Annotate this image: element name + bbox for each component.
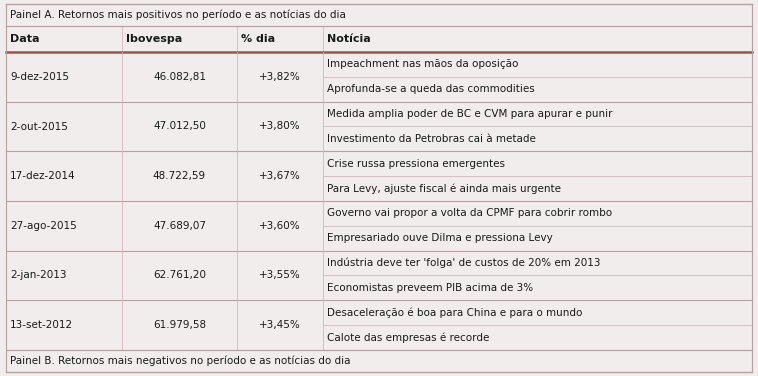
Text: 47.689,07: 47.689,07 [153, 221, 206, 231]
Bar [6, 102, 752, 151]
Text: Ibovespa: Ibovespa [126, 34, 182, 44]
Text: Crise russa pressiona emergentes: Crise russa pressiona emergentes [327, 159, 505, 169]
Text: 62.761,20: 62.761,20 [153, 270, 206, 280]
Text: 61.979,58: 61.979,58 [153, 320, 206, 330]
Text: 9-dez-2015: 9-dez-2015 [10, 72, 69, 82]
Text: Notícia: Notícia [327, 34, 371, 44]
Text: Impeachment nas mãos da oposição: Impeachment nas mãos da oposição [327, 59, 518, 70]
Text: Painel B. Retornos mais negativos no período e as notícias do dia: Painel B. Retornos mais negativos no per… [10, 356, 350, 366]
Text: Governo vai propor a volta da CPMF para cobrir rombo: Governo vai propor a volta da CPMF para … [327, 208, 612, 218]
Bar [6, 300, 752, 350]
Text: 48.722,59: 48.722,59 [153, 171, 206, 181]
Text: Calote das empresas é recorde: Calote das empresas é recorde [327, 332, 490, 343]
Text: 27-ago-2015: 27-ago-2015 [10, 221, 77, 231]
Text: 2-jan-2013: 2-jan-2013 [10, 270, 67, 280]
Text: 2-out-2015: 2-out-2015 [10, 121, 68, 132]
Text: Economistas preveem PIB acima de 3%: Economistas preveem PIB acima de 3% [327, 283, 533, 293]
Bar [6, 201, 752, 251]
Text: Data: Data [10, 34, 39, 44]
Text: Painel A. Retornos mais positivos no período e as notícias do dia: Painel A. Retornos mais positivos no per… [10, 10, 346, 20]
Bar [6, 4, 752, 26]
Text: Medida amplia poder de BC e CVM para apurar e punir: Medida amplia poder de BC e CVM para apu… [327, 109, 612, 119]
Text: +3,80%: +3,80% [259, 121, 301, 132]
Bar [6, 52, 752, 102]
Text: 13-set-2012: 13-set-2012 [10, 320, 73, 330]
Text: % dia: % dia [241, 34, 275, 44]
Text: +3,45%: +3,45% [259, 320, 301, 330]
Text: 47.012,50: 47.012,50 [153, 121, 206, 132]
Text: Empresariado ouve Dilma e pressiona Levy: Empresariado ouve Dilma e pressiona Levy [327, 233, 553, 243]
Bar [6, 151, 752, 201]
Bar [6, 251, 752, 300]
Text: +3,60%: +3,60% [259, 221, 301, 231]
Text: +3,67%: +3,67% [259, 171, 301, 181]
Text: Desaceleração é boa para China e para o mundo: Desaceleração é boa para China e para o … [327, 308, 582, 318]
Bar [6, 350, 752, 372]
Text: Para Levy, ajuste fiscal é ainda mais urgente: Para Levy, ajuste fiscal é ainda mais ur… [327, 183, 561, 194]
Text: Aprofunda-se a queda das commodities: Aprofunda-se a queda das commodities [327, 84, 535, 94]
Bar [6, 26, 752, 52]
Text: +3,55%: +3,55% [259, 270, 301, 280]
Text: Indústria deve ter 'folga' de custos de 20% em 2013: Indústria deve ter 'folga' de custos de … [327, 258, 600, 268]
Text: Investimento da Petrobras cai à metade: Investimento da Petrobras cai à metade [327, 134, 536, 144]
Text: 17-dez-2014: 17-dez-2014 [10, 171, 76, 181]
Text: +3,82%: +3,82% [259, 72, 301, 82]
Text: 46.082,81: 46.082,81 [153, 72, 206, 82]
